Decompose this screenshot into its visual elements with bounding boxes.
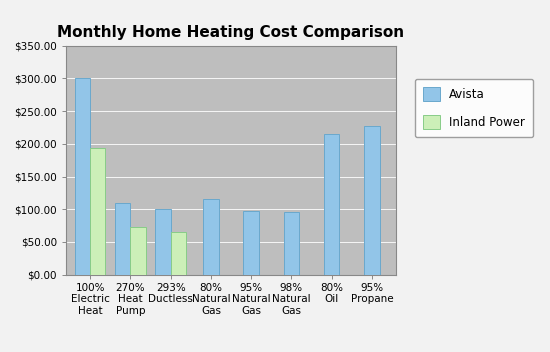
Bar [170, 232, 186, 275]
Bar [204, 199, 218, 275]
Bar [244, 211, 258, 275]
Bar [90, 149, 106, 275]
Bar [324, 134, 339, 275]
Bar [115, 203, 130, 275]
Bar [284, 213, 299, 275]
Bar [75, 78, 90, 275]
Bar [155, 208, 170, 275]
Legend: Avista, Inland Power: Avista, Inland Power [415, 79, 534, 137]
Title: Monthly Home Heating Cost Comparison: Monthly Home Heating Cost Comparison [57, 25, 405, 40]
Bar [130, 227, 146, 275]
Bar [364, 126, 380, 275]
